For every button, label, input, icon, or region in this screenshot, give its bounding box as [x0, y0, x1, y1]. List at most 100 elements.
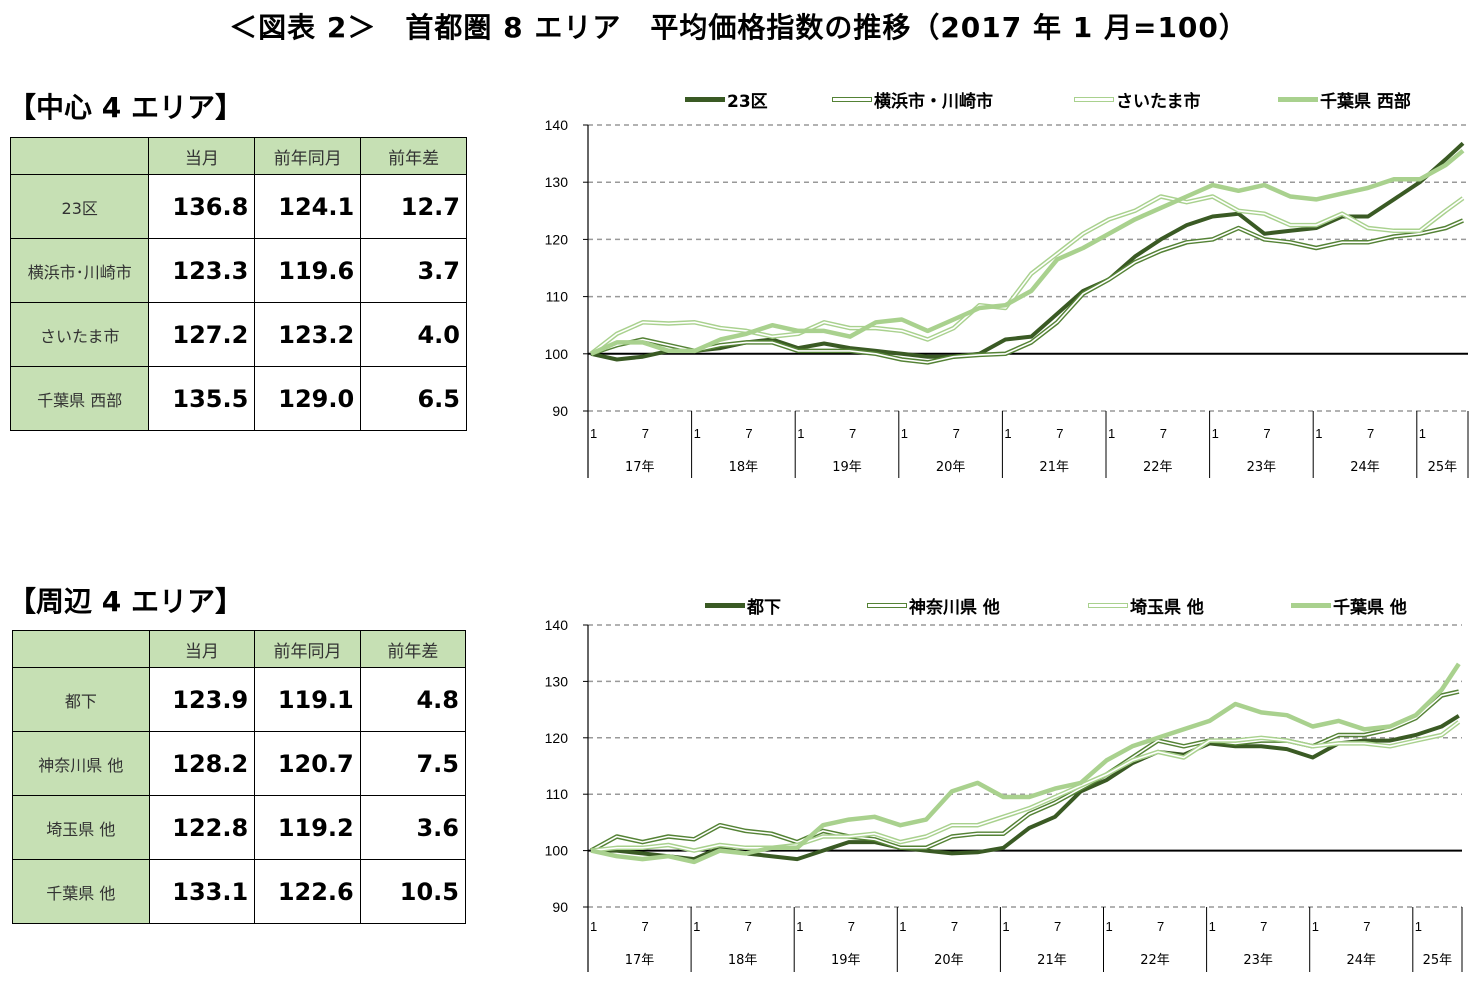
year-tick-label: 22年 — [1140, 953, 1170, 968]
index-value: 4.0 — [360, 302, 467, 367]
index-value: 124.1 — [254, 174, 362, 239]
year-tick-label: 19年 — [831, 953, 861, 968]
table-row: 横浜市･川崎市 123.3 119.6 3.7 — [9, 238, 467, 303]
year-tick-label: 24年 — [1346, 953, 1376, 968]
month-tick-label: 7 — [745, 426, 752, 441]
month-tick-label: 7 — [1160, 426, 1167, 441]
month-tick-label: 7 — [1056, 426, 1063, 441]
year-tick-label: 23年 — [1243, 953, 1273, 968]
central-areas-table: 当月 前年同月 前年差 23区 136.8 124.1 12.7 横浜市･川崎市 123.3 11… — [9, 137, 467, 431]
legend-label: 千葉県 西部 — [1320, 92, 1411, 112]
column-header: 当月 — [148, 630, 256, 668]
index-value: 3.6 — [359, 795, 467, 860]
index-value: 4.8 — [359, 667, 467, 732]
legend-swatch — [1291, 603, 1331, 608]
peripheral-areas-table: 当月 前年同月 前年差 都下 123.9 119.1 4.8 神奈川県 他 128.2 120.7… — [12, 630, 467, 924]
table-row: 都下 123.9 119.1 4.8 — [12, 667, 467, 732]
year-tick-label: 23年 — [1247, 460, 1277, 475]
y-tick-label: 140 — [545, 117, 569, 133]
year-tick-label: 22年 — [1143, 460, 1173, 475]
section-heading-central: 【中心 4 エリア】 — [8, 91, 243, 124]
y-tick-label: 120 — [545, 231, 569, 247]
index-value: 120.7 — [254, 731, 361, 796]
legend-swatch — [867, 603, 907, 608]
index-value: 6.5 — [360, 366, 467, 431]
table-row: 千葉県 他 133.1 122.6 10.5 — [12, 859, 467, 924]
legend-label: さいたま市 — [1116, 92, 1201, 112]
legend-label: 千葉県 他 — [1333, 598, 1407, 618]
month-tick-label: 1 — [899, 919, 906, 934]
legend-item: 埼玉県 他 — [1088, 593, 1204, 618]
legend-label: 横浜市・川崎市 — [874, 92, 993, 112]
column-header — [9, 137, 150, 175]
series-line-2 — [589, 194, 1465, 356]
month-tick-label: 1 — [1106, 919, 1113, 934]
page-title: ＜図表 2＞ 首都圏 8 エリア 平均価格指数の推移（2017 年 1 月=10… — [229, 11, 1248, 44]
month-tick-label: 1 — [1002, 919, 1009, 934]
table-header-row: 当月 前年同月 前年差 — [12, 630, 467, 668]
index-value: 135.5 — [148, 366, 256, 431]
month-tick-label: 7 — [745, 919, 752, 934]
month-tick-label: 7 — [642, 919, 649, 934]
index-value: 10.5 — [359, 859, 467, 924]
year-tick-label: 25年 — [1423, 953, 1453, 968]
month-tick-label: 7 — [953, 426, 960, 441]
area-name: 千葉県 西部 — [9, 366, 150, 431]
month-tick-label: 7 — [1054, 919, 1061, 934]
month-tick-label: 7 — [1263, 426, 1270, 441]
month-tick-label: 7 — [849, 426, 856, 441]
y-tick-label: 130 — [545, 673, 569, 689]
year-tick-label: 20年 — [934, 953, 964, 968]
table-row: 23区 136.8 124.1 12.7 — [9, 174, 467, 239]
area-name: さいたま市 — [9, 302, 150, 367]
y-tick-label: 90 — [552, 899, 568, 915]
column-header: 前年同月 — [254, 137, 362, 175]
legend-label: 埼玉県 他 — [1130, 598, 1204, 618]
legend-item: 千葉県 西部 — [1278, 87, 1411, 112]
index-value: 133.1 — [148, 859, 256, 924]
area-name: 都下 — [12, 667, 150, 732]
year-tick-label: 17年 — [625, 953, 655, 968]
month-tick-label: 1 — [796, 919, 803, 934]
y-tick-label: 110 — [546, 786, 569, 802]
month-tick-label: 1 — [694, 426, 701, 441]
index-value: 129.0 — [254, 366, 362, 431]
year-tick-label: 24年 — [1350, 460, 1380, 475]
month-tick-label: 7 — [848, 919, 855, 934]
area-name: 23区 — [9, 174, 150, 239]
y-tick-label: 100 — [545, 843, 569, 859]
series-line-1-inner — [590, 690, 1459, 852]
column-header: 前年差 — [360, 137, 467, 175]
column-header — [12, 630, 150, 668]
legend-item: 横浜市・川崎市 — [832, 87, 993, 112]
index-value: 119.1 — [254, 667, 361, 732]
legend-item: 神奈川県 他 — [867, 593, 1000, 618]
area-name: 千葉県 他 — [12, 859, 150, 924]
year-tick-label: 18年 — [728, 953, 758, 968]
table-row: 千葉県 西部 135.5 129.0 6.5 — [9, 366, 467, 431]
index-value: 123.9 — [148, 667, 256, 732]
year-tick-label: 19年 — [832, 460, 862, 475]
legend-swatch — [1278, 97, 1318, 102]
legend-item: 千葉県 他 — [1291, 593, 1407, 618]
month-tick-label: 7 — [1157, 919, 1164, 934]
year-tick-label: 25年 — [1428, 460, 1458, 475]
month-tick-label: 1 — [590, 426, 597, 441]
legend-swatch — [1074, 97, 1114, 102]
month-tick-label: 7 — [1260, 919, 1267, 934]
series-line-2-inner — [590, 721, 1460, 852]
index-value: 7.5 — [359, 731, 467, 796]
legend-label: 神奈川県 他 — [909, 598, 1000, 618]
month-tick-label: 1 — [1415, 919, 1422, 934]
legend-item: 23区 — [685, 87, 768, 112]
index-value: 123.3 — [148, 238, 256, 303]
month-tick-label: 1 — [797, 426, 804, 441]
month-tick-label: 7 — [1363, 919, 1370, 934]
legend-swatch — [685, 97, 725, 102]
series-line-3 — [590, 662, 1461, 865]
month-tick-label: 7 — [1367, 426, 1374, 441]
column-header: 前年差 — [359, 630, 467, 668]
area-name: 神奈川県 他 — [12, 731, 150, 796]
month-tick-label: 1 — [901, 426, 908, 441]
